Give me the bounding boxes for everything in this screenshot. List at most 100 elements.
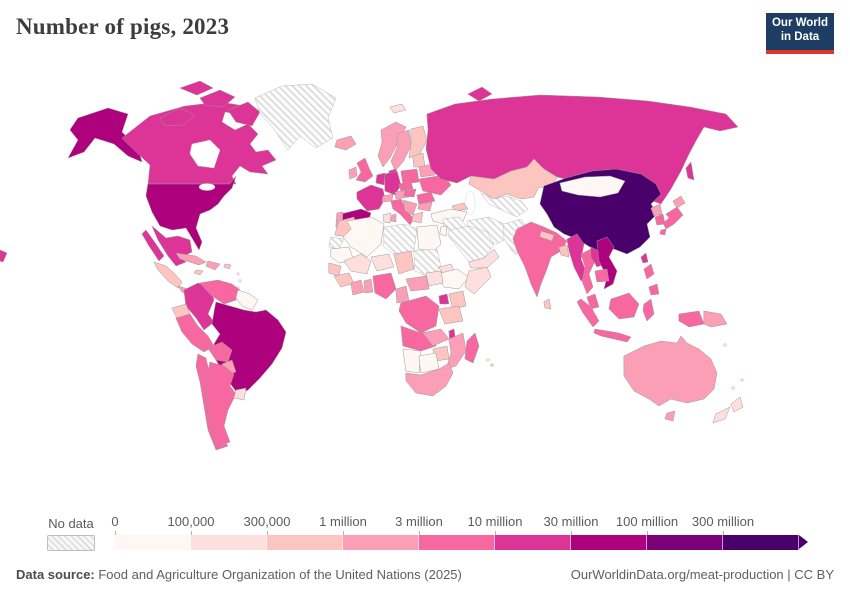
- country-greenland[interactable]: [254, 83, 337, 151]
- country-philippines[interactable]: [648, 283, 660, 296]
- country-canadian-arctic[interactable]: [199, 89, 236, 108]
- country-ivory-coast[interactable]: [350, 279, 365, 296]
- country-indonesia-sulawesi[interactable]: [642, 298, 655, 322]
- country-uk[interactable]: [355, 157, 374, 183]
- country-uganda[interactable]: [438, 293, 450, 305]
- country-malaysia[interactable]: [586, 293, 600, 310]
- country-kenya[interactable]: [448, 290, 467, 310]
- country-italy-sardinia[interactable]: [390, 213, 397, 223]
- country-india[interactable]: [512, 221, 568, 298]
- country-canadian-arctic[interactable]: [179, 80, 214, 96]
- country-australia[interactable]: [623, 335, 718, 407]
- country-western-sahara[interactable]: [328, 236, 345, 250]
- country-tunisia[interactable]: [382, 212, 392, 224]
- country-guyanas[interactable]: [235, 289, 259, 311]
- country-hispaniola[interactable]: [205, 260, 221, 271]
- country-romania[interactable]: [416, 191, 436, 205]
- country-usa[interactable]: [145, 175, 237, 251]
- legend-segment[interactable]: [115, 535, 191, 550]
- country-svalbard[interactable]: [389, 103, 407, 114]
- country-uruguay[interactable]: [233, 387, 247, 401]
- country-tasmania[interactable]: [664, 410, 676, 422]
- country-yemen-oman[interactable]: [468, 248, 500, 269]
- country-canadian-arctic[interactable]: [159, 107, 196, 127]
- country-madagascar[interactable]: [464, 332, 480, 364]
- country-central-african-republic[interactable]: [405, 275, 430, 292]
- country-new-zealand-north[interactable]: [730, 396, 744, 413]
- country-indonesia-java[interactable]: [593, 328, 632, 343]
- country-nepal[interactable]: [539, 230, 555, 242]
- footer-link[interactable]: OurWorldinData.org/meat-production | CC …: [570, 567, 834, 582]
- country-finland[interactable]: [408, 125, 428, 159]
- country-ethiopia[interactable]: [436, 268, 470, 290]
- country-benelux[interactable]: [375, 172, 386, 186]
- country-japan-kyushu[interactable]: [659, 228, 667, 236]
- country-greece[interactable]: [411, 211, 424, 224]
- country-central-asia[interactable]: [480, 192, 529, 218]
- country-indonesia-sumatra[interactable]: [576, 298, 600, 328]
- country-south-africa[interactable]: [405, 362, 454, 397]
- country-canadian-arctic[interactable]: [227, 101, 261, 127]
- country-venezuela[interactable]: [199, 279, 241, 305]
- country-puerto-rico[interactable]: [223, 263, 232, 270]
- country-japan-hokkaido[interactable]: [672, 195, 686, 209]
- country-ireland[interactable]: [348, 166, 358, 180]
- legend-no-data-swatch[interactable]: [47, 535, 95, 551]
- country-chukotka-fragment[interactable]: [0, 249, 8, 263]
- country-chad[interactable]: [393, 250, 415, 275]
- country-alaska[interactable]: [67, 107, 143, 163]
- legend-segment[interactable]: [343, 535, 419, 550]
- country-hungary[interactable]: [403, 188, 417, 198]
- owid-logo[interactable]: Our World in Data: [766, 13, 834, 54]
- country-iceland[interactable]: [334, 135, 357, 151]
- country-argentina[interactable]: [205, 361, 237, 447]
- country-new-zealand-south[interactable]: [712, 406, 731, 424]
- country-mali[interactable]: [343, 253, 372, 275]
- country-cambodia[interactable]: [594, 268, 610, 283]
- country-algeria[interactable]: [342, 216, 385, 258]
- country-mozambique[interactable]: [445, 332, 467, 370]
- legend-segment[interactable]: [419, 535, 495, 550]
- legend-segment[interactable]: [571, 535, 647, 550]
- country-nigeria[interactable]: [372, 272, 397, 300]
- legend-segment[interactable]: [723, 535, 799, 550]
- country-indonesia-papua[interactable]: [678, 310, 705, 328]
- country-egypt[interactable]: [416, 224, 442, 252]
- country-papua-new-guinea[interactable]: [703, 310, 728, 328]
- country-namibia[interactable]: [402, 348, 422, 374]
- country-cuba[interactable]: [175, 252, 207, 266]
- country-central-america[interactable]: [153, 261, 183, 289]
- country-taiwan[interactable]: [640, 252, 649, 264]
- country-poland[interactable]: [400, 168, 420, 185]
- legend-segment[interactable]: [267, 535, 343, 550]
- country-bangladesh[interactable]: [558, 244, 570, 258]
- country-israel-jordan[interactable]: [439, 225, 448, 237]
- country-bulgaria[interactable]: [417, 201, 433, 212]
- legend-segment[interactable]: [191, 535, 267, 550]
- country-north-korea[interactable]: [650, 203, 663, 217]
- country-italy[interactable]: [390, 198, 415, 226]
- legend-segment[interactable]: [647, 535, 723, 550]
- country-libya[interactable]: [383, 223, 418, 258]
- country-somalia[interactable]: [464, 266, 492, 295]
- country-mongolia[interactable]: [559, 175, 626, 198]
- country-vietnam[interactable]: [596, 236, 618, 290]
- country-south-sudan[interactable]: [425, 270, 444, 287]
- legend-segment[interactable]: [495, 535, 571, 550]
- country-bolivia[interactable]: [207, 341, 233, 363]
- country-sweden[interactable]: [390, 129, 412, 172]
- country-tanzania[interactable]: [438, 305, 464, 325]
- country-philippines[interactable]: [643, 263, 655, 280]
- country-cameroon[interactable]: [395, 285, 410, 304]
- country-indonesia-borneo[interactable]: [608, 292, 640, 320]
- country-germany[interactable]: [384, 170, 402, 196]
- country-sakhalin[interactable]: [685, 161, 695, 181]
- country-france[interactable]: [356, 184, 386, 212]
- country-senegal[interactable]: [328, 262, 342, 277]
- country-mexico-baja[interactable]: [141, 229, 165, 262]
- country-dr-congo[interactable]: [398, 295, 440, 334]
- country-sri-lanka[interactable]: [543, 298, 552, 310]
- country-niger[interactable]: [370, 253, 395, 272]
- country-ghana[interactable]: [363, 278, 374, 294]
- country-jamaica[interactable]: [193, 269, 204, 276]
